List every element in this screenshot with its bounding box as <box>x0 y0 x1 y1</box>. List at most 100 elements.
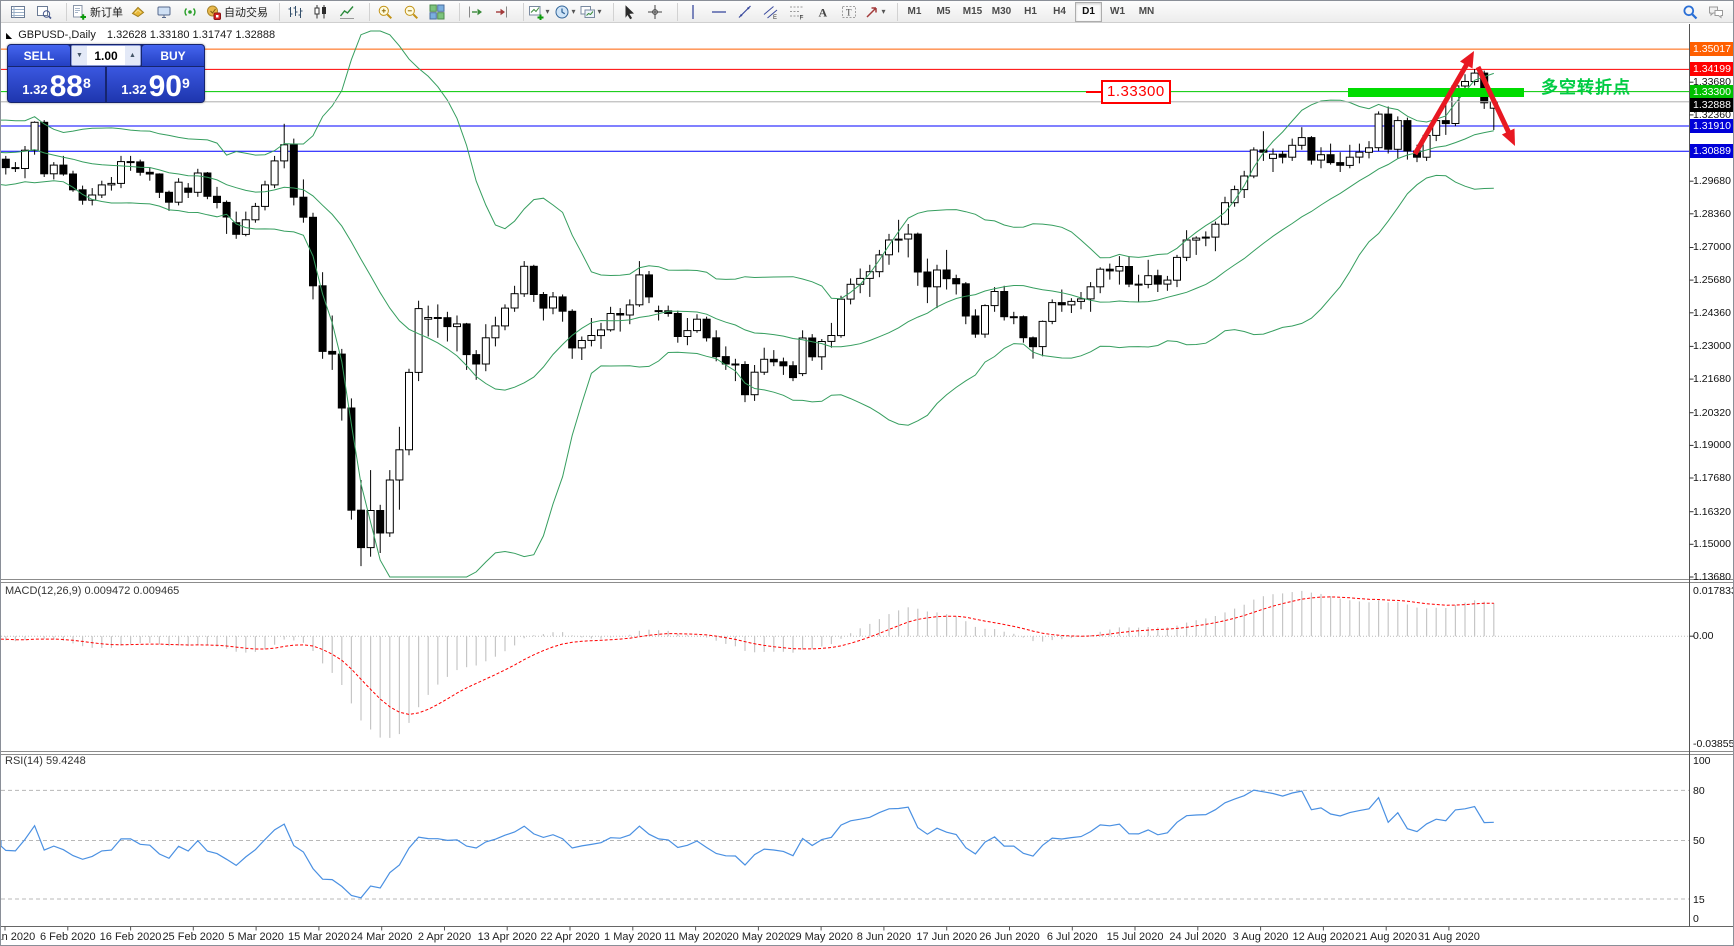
timeframe-m1[interactable]: M1 <box>907 6 922 17</box>
buy-button[interactable]: BUY <box>142 45 204 66</box>
new-order-button[interactable]: 新订单 <box>69 1 125 23</box>
auto-trading-label: 自动交易 <box>224 6 268 19</box>
candle <box>702 318 711 339</box>
trend-arrows[interactable] <box>1412 51 1515 156</box>
timeframe-d1[interactable]: D1 <box>1075 1 1102 22</box>
zoom-in-icon <box>377 4 393 20</box>
candle <box>261 184 269 207</box>
candle <box>1096 268 1105 288</box>
candle <box>961 283 970 317</box>
chart-shift-button[interactable] <box>488 1 514 23</box>
terminal-button[interactable] <box>151 1 177 23</box>
templates-button[interactable]: ▾ <box>578 1 604 23</box>
candle <box>942 269 951 280</box>
candlestick-chart-button[interactable] <box>308 1 334 23</box>
axis-tick-label: 1.29680 <box>1693 175 1731 188</box>
sell-price-display[interactable]: 1.32 88 8 <box>8 67 105 102</box>
new-chart-icon <box>528 4 544 20</box>
candle <box>270 160 279 186</box>
candle <box>1077 298 1085 302</box>
horizontal-line-button[interactable] <box>706 1 732 23</box>
timeframe-h1[interactable]: H1 <box>1024 6 1037 17</box>
arrows-dropdown-icon[interactable]: ▾ <box>881 7 886 16</box>
price-level-label: 1.33300 <box>1690 84 1733 99</box>
styler-button[interactable] <box>125 1 151 23</box>
candle <box>155 173 164 193</box>
toolbar-separator <box>890 2 898 21</box>
axis-tick-label: 1.28360 <box>1693 207 1731 220</box>
templates-dropdown-icon[interactable]: ▾ <box>597 7 602 16</box>
line-chart-icon <box>339 4 355 20</box>
price-axis[interactable]: 1.33680 1.32360 1.29680 1.28360 1.27000 1.256… <box>1690 24 1733 929</box>
timeframe-h4[interactable]: H4 <box>1053 6 1066 17</box>
bollinger-bands <box>1 30 1494 578</box>
tile-windows-button[interactable] <box>424 1 450 23</box>
search-button[interactable] <box>1677 1 1703 23</box>
cursor-button[interactable] <box>616 1 642 23</box>
candle <box>1086 286 1095 300</box>
axis-tick-label: 1.27000 <box>1693 241 1731 254</box>
candle <box>1441 120 1450 125</box>
candle <box>1000 291 1009 318</box>
axis-tick-label: 1.25680 <box>1693 274 1731 287</box>
chart-shift-icon <box>493 4 509 20</box>
toolbar-separator <box>452 2 460 21</box>
vertical-line-button[interactable] <box>680 1 706 23</box>
price-annotation-box[interactable]: 1.33300 <box>1101 80 1171 104</box>
sell-button[interactable]: SELL <box>8 45 70 66</box>
turning-point-label[interactable]: 多空转折点 <box>1541 78 1631 97</box>
chat-button[interactable] <box>1703 1 1729 23</box>
signals-button[interactable] <box>177 1 203 23</box>
vertical-line-icon <box>685 4 701 20</box>
chart-marker-icon: ◣ <box>6 31 13 40</box>
buy-price-display[interactable]: 1.32 90 9 <box>107 67 204 102</box>
new-chart-button[interactable]: ▾ <box>526 1 552 23</box>
line-chart-button[interactable] <box>334 1 360 23</box>
candle <box>568 310 577 349</box>
candle <box>981 305 989 335</box>
chart-ohlc-values: 1.32628 1.33180 1.31747 1.32888 <box>106 29 276 41</box>
timeframe-mn[interactable]: MN <box>1138 6 1155 17</box>
candle <box>1317 154 1325 161</box>
timeframe-m5[interactable]: M5 <box>936 6 951 17</box>
candle <box>193 172 202 193</box>
crosshair-button[interactable] <box>642 1 668 23</box>
periods-button[interactable]: ▾ <box>552 1 578 23</box>
auto-scroll-button[interactable] <box>462 1 488 23</box>
toolbar-separator <box>670 2 678 21</box>
volume-increase-button[interactable]: ▲ <box>125 46 140 65</box>
timeframe-w1[interactable]: W1 <box>1110 6 1125 17</box>
timeframe-m15[interactable]: M15 <box>962 6 983 17</box>
fibonacci-button[interactable]: F <box>784 1 810 23</box>
candle <box>357 509 365 549</box>
candle <box>318 285 327 352</box>
zoom-out-button[interactable] <box>398 1 424 23</box>
date-tick-label: 15 Mar 2020 <box>288 931 350 943</box>
candle <box>1153 275 1162 285</box>
arrows-button[interactable]: ▾ <box>862 1 888 23</box>
auto-trading-button[interactable]: 自动交易 <box>203 1 270 23</box>
date-tick-label: 2 Apr 2020 <box>417 931 472 943</box>
candle <box>1173 256 1181 281</box>
bar-chart-button[interactable] <box>282 1 308 23</box>
new-chart-dropdown-icon[interactable]: ▾ <box>545 7 550 16</box>
volume-input[interactable] <box>87 46 125 65</box>
candle <box>366 510 375 549</box>
volume-decrease-button[interactable]: ▼ <box>72 46 87 65</box>
equidistant-channel-button[interactable]: E <box>758 1 784 23</box>
turning-point-band[interactable] <box>1348 88 1524 97</box>
toolbar-separator <box>59 2 67 21</box>
candle <box>184 187 193 193</box>
text-button[interactable]: A <box>810 1 836 23</box>
trend-line-button[interactable] <box>732 1 758 23</box>
market-watch-button[interactable] <box>5 1 31 23</box>
data-window-button[interactable] <box>31 1 57 23</box>
text-label-button[interactable]: T <box>836 1 862 23</box>
text-label-icon: T <box>841 4 857 20</box>
periods-dropdown-icon[interactable]: ▾ <box>571 7 576 16</box>
zoom-in-button[interactable] <box>372 1 398 23</box>
candle <box>1470 72 1479 82</box>
timeframe-m30[interactable]: M30 <box>991 6 1012 17</box>
